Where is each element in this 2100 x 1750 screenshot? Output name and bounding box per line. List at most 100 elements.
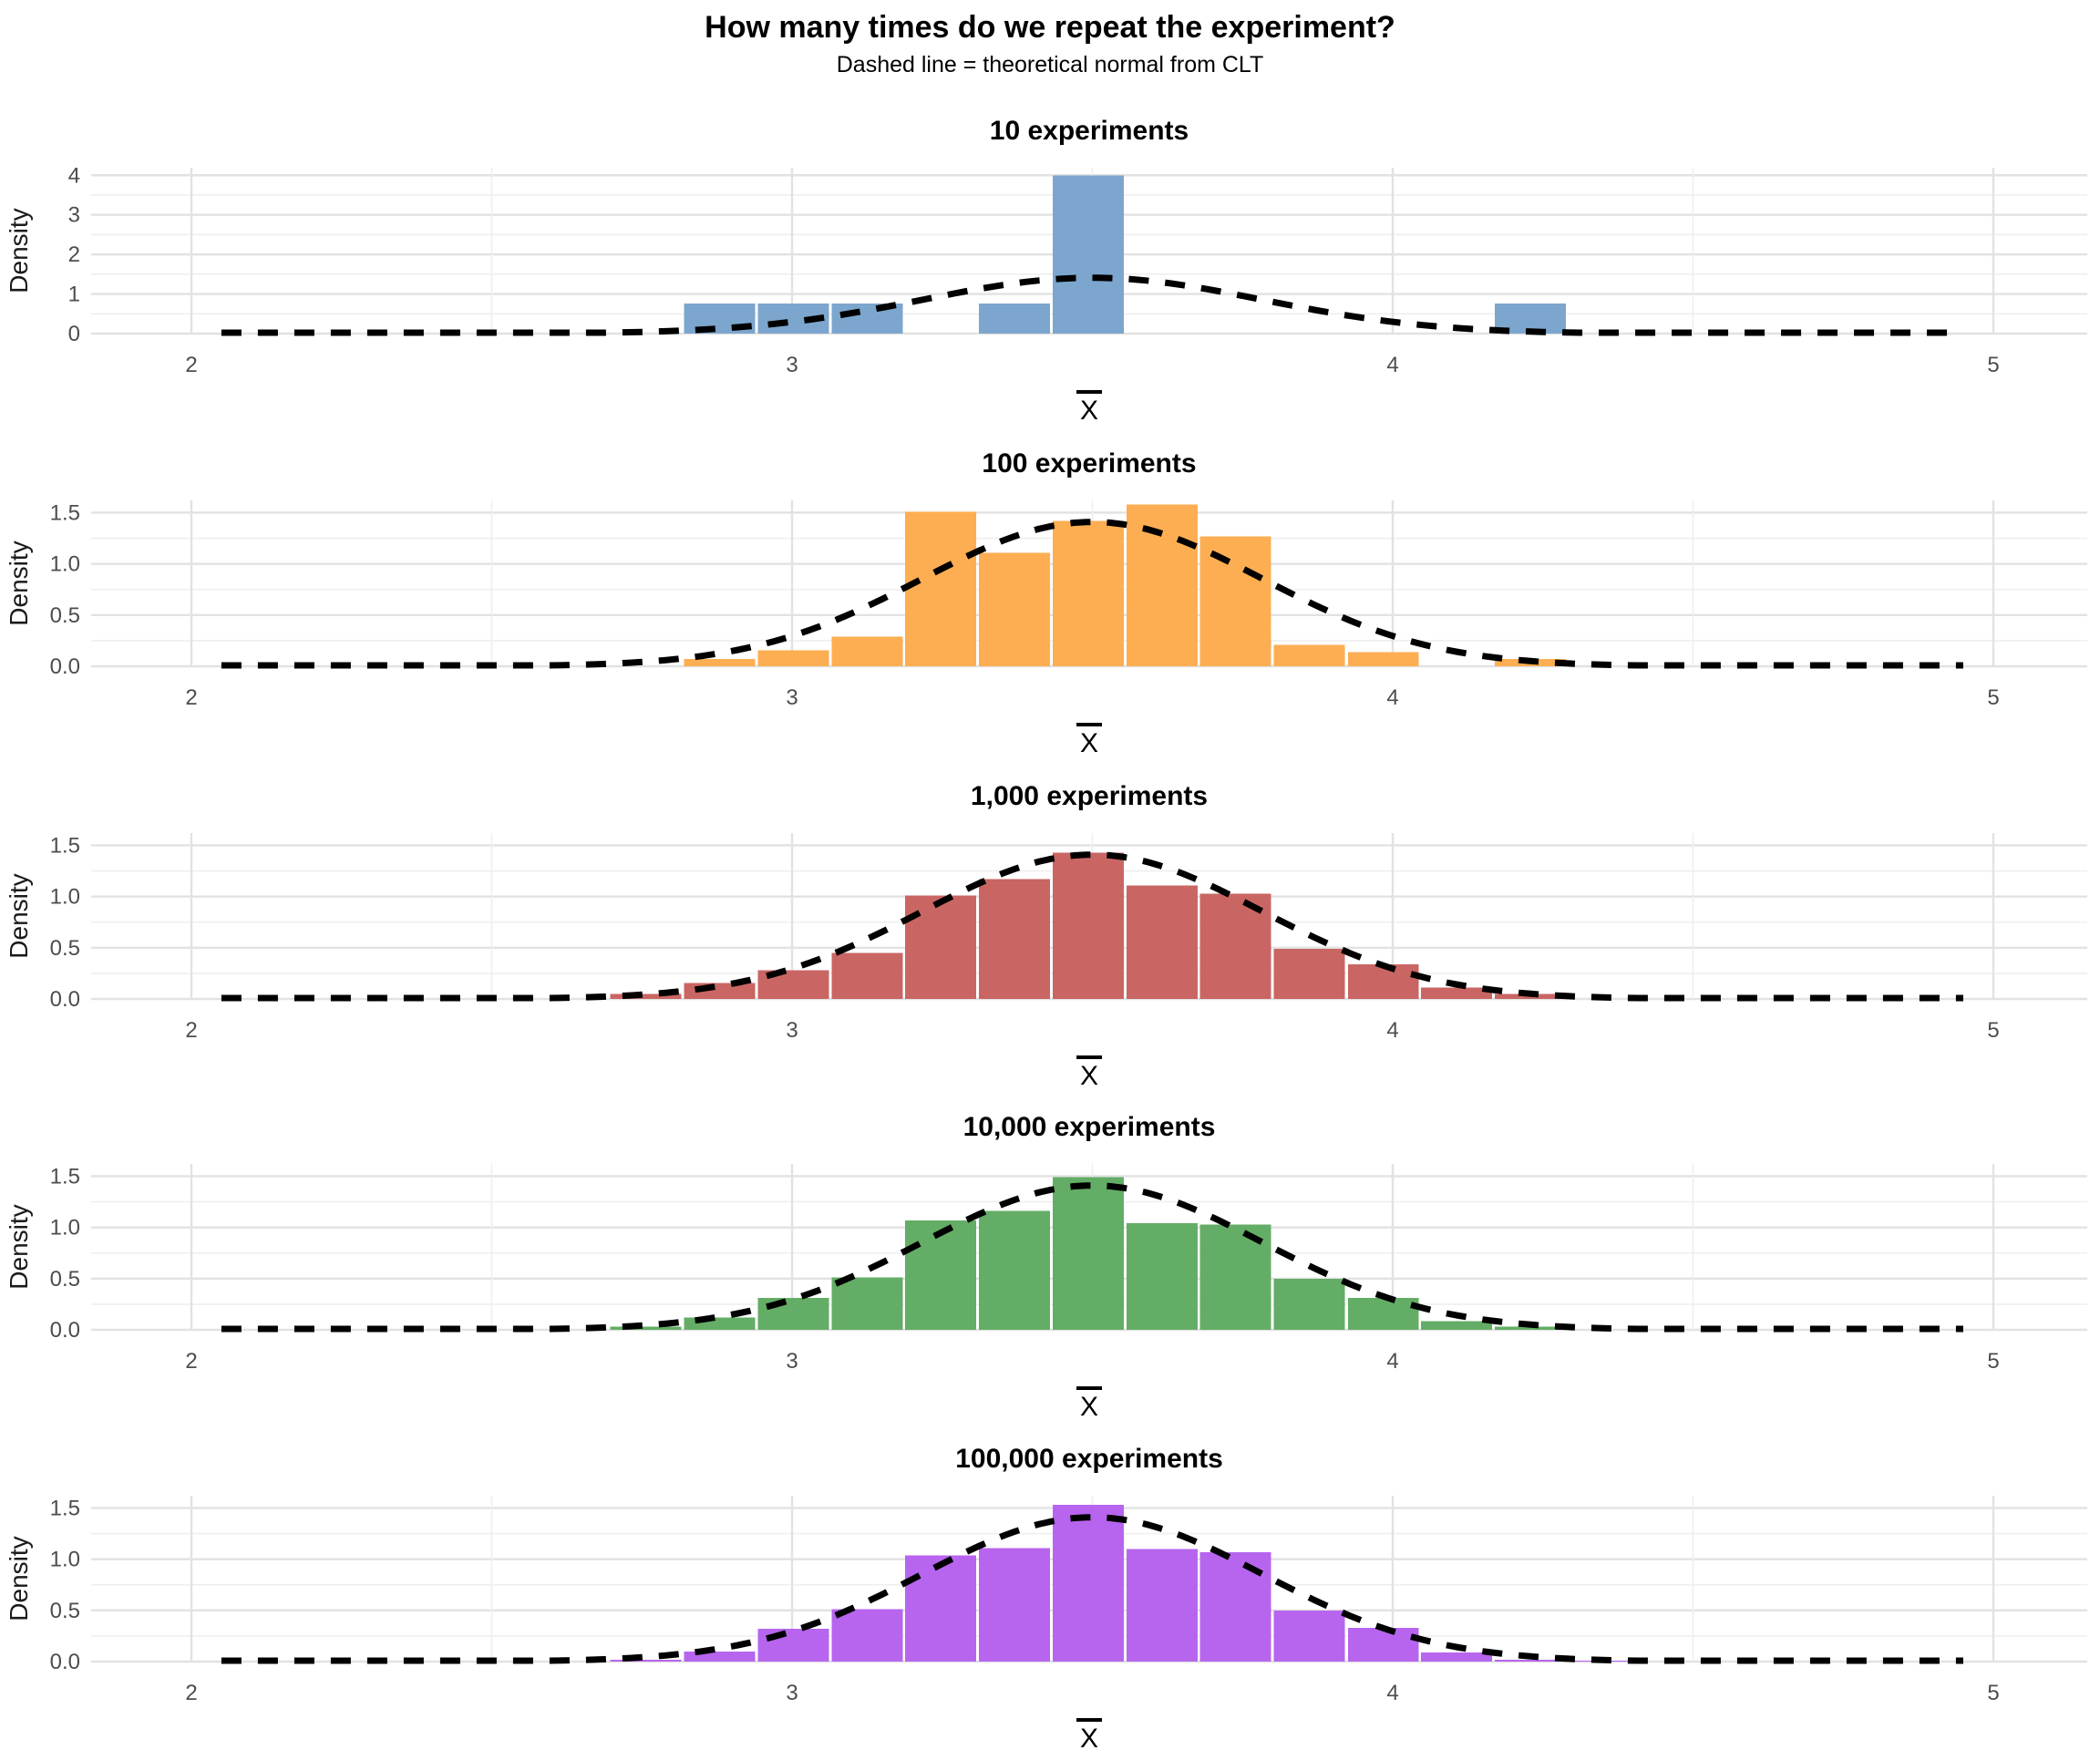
x-axis-title: X [1080, 1724, 1098, 1750]
histogram-bar [1199, 536, 1271, 666]
histogram-bar [1127, 1223, 1199, 1330]
x-tick-label: 2 [185, 1349, 197, 1374]
histogram-bar [831, 1277, 903, 1330]
histogram-bar [1347, 1627, 1419, 1662]
panel-100000-experiments: 100,000 experiments 2 3 4 5 0.0 0.5 1.0 1.5 Dens… [0, 1410, 2100, 1750]
histogram-bar [610, 1659, 682, 1662]
x-axis-title: X [1080, 1392, 1098, 1422]
y-tick-label: 1.0 [50, 552, 80, 577]
y-axis-title: Density [5, 208, 33, 293]
y-tick-label: 3 [68, 203, 80, 228]
y-tick-label: 0.0 [50, 1650, 80, 1674]
histogram-bar [610, 1326, 682, 1330]
histogram-plot: 2 3 4 5 0.0 0.5 1.0 1.5 Density X [5, 1496, 2087, 1750]
x-tick-label: 5 [1987, 685, 1999, 710]
histogram-bar [1053, 175, 1125, 334]
panel-1000-experiments: 1,000 experiments 2 3 4 5 0.0 0.5 1.0 1.5 Densit… [0, 747, 2100, 1091]
histogram-bar [905, 1555, 976, 1662]
histogram-bar [979, 304, 1050, 334]
histogram-bar [1127, 1549, 1199, 1662]
x-tick-label: 2 [185, 1681, 197, 1705]
x-tick-label: 4 [1386, 685, 1398, 710]
histogram-bar [1273, 1278, 1345, 1330]
y-axis-title: Density [5, 873, 33, 958]
histogram-bar [979, 1548, 1050, 1662]
histogram-bar [684, 1651, 756, 1662]
clt-normal-curve [221, 1182, 1963, 1333]
x-axis-title: X [1080, 728, 1098, 758]
histogram-bar [1495, 1326, 1567, 1330]
histogram-bar [1053, 1505, 1125, 1662]
histogram-plot: 2 3 4 5 0 1 2 3 4 Density X [5, 163, 2087, 426]
y-tick-label: 0.5 [50, 603, 80, 628]
histogram-bar [1421, 1652, 1493, 1662]
histogram-bar [831, 1609, 903, 1662]
histogram-bar [1053, 1177, 1125, 1330]
x-tick-label: 2 [185, 353, 197, 377]
histogram-bar [1273, 949, 1345, 999]
panel-title: 100 experiments [982, 448, 1197, 479]
y-axis-title: Density [5, 1536, 33, 1621]
histogram-bar [757, 1629, 829, 1662]
y-tick-label: 0.5 [50, 936, 80, 961]
x-tick-label: 3 [786, 353, 798, 377]
y-tick-label: 1.0 [50, 1216, 80, 1240]
y-tick-label: 0.0 [50, 1318, 80, 1343]
y-tick-label: 0.5 [50, 1599, 80, 1623]
x-tick-label: 4 [1386, 1349, 1398, 1374]
y-tick-label: 0.0 [50, 987, 80, 1012]
y-tick-label: 1.0 [50, 885, 80, 910]
y-tick-label: 0 [68, 322, 80, 346]
histogram-bar [1495, 1659, 1567, 1662]
y-tick-label: 1.5 [50, 1164, 80, 1189]
panel-10-experiments: 10 experiments 2 3 4 5 0 1 2 3 4 Density X [0, 82, 2100, 426]
y-tick-label: 1.5 [50, 833, 80, 858]
histogram-bar [1273, 1610, 1345, 1662]
x-tick-label: 5 [1987, 1018, 1999, 1043]
y-tick-label: 1 [68, 283, 80, 307]
histogram-bar [831, 952, 903, 999]
histogram-bar [1421, 987, 1493, 999]
clt-normal-curve [221, 1514, 1963, 1664]
histogram-bar [1347, 1298, 1419, 1330]
y-tick-label: 1.5 [50, 1496, 80, 1520]
x-tick-label: 3 [786, 1018, 798, 1043]
histogram-bar [684, 983, 756, 999]
figure-subtitle: Dashed line = theoretical normal from CL… [836, 52, 1264, 77]
y-axis-title: Density [5, 1204, 33, 1289]
y-tick-label: 1.0 [50, 1548, 80, 1572]
histogram-bar [757, 1298, 829, 1330]
x-tick-label: 3 [786, 1349, 798, 1374]
histogram-plot: 2 3 4 5 0.0 0.5 1.0 1.5 Density X [5, 1164, 2087, 1422]
histogram-bar [905, 895, 976, 999]
clt-normal-curve [221, 519, 1963, 669]
histogram-bar [831, 636, 903, 666]
histogram-bar [905, 511, 976, 666]
y-tick-label: 4 [68, 163, 80, 188]
histogram-bar [757, 650, 829, 666]
histogram-bar [1127, 885, 1199, 999]
histogram-bar [1127, 504, 1199, 666]
histogram-bar [610, 993, 682, 999]
x-tick-label: 3 [786, 1681, 798, 1705]
x-tick-label: 4 [1386, 353, 1398, 377]
histogram-bar [1347, 652, 1419, 666]
histogram-bar [684, 659, 756, 666]
histogram-plot: 2 3 4 5 0.0 0.5 1.0 1.5 Density X [5, 500, 2087, 758]
y-axis-title: Density [5, 540, 33, 625]
histogram-bar [979, 1210, 1050, 1330]
x-tick-label: 5 [1987, 353, 1999, 377]
panel-title: 100,000 experiments [955, 1444, 1223, 1474]
x-axis-title: X [1080, 396, 1098, 426]
x-tick-label: 3 [786, 685, 798, 710]
histogram-bar [1421, 1321, 1493, 1330]
y-tick-label: 2 [68, 242, 80, 267]
clt-normal-curve [221, 274, 1963, 336]
figure-title: How many times do we repeat the experime… [705, 10, 1395, 45]
histogram-bar [1053, 852, 1125, 999]
histogram-bar [684, 1317, 756, 1330]
y-tick-label: 1.5 [50, 500, 80, 525]
clt-normal-curve [221, 851, 1963, 1002]
y-tick-label: 0.5 [50, 1267, 80, 1292]
